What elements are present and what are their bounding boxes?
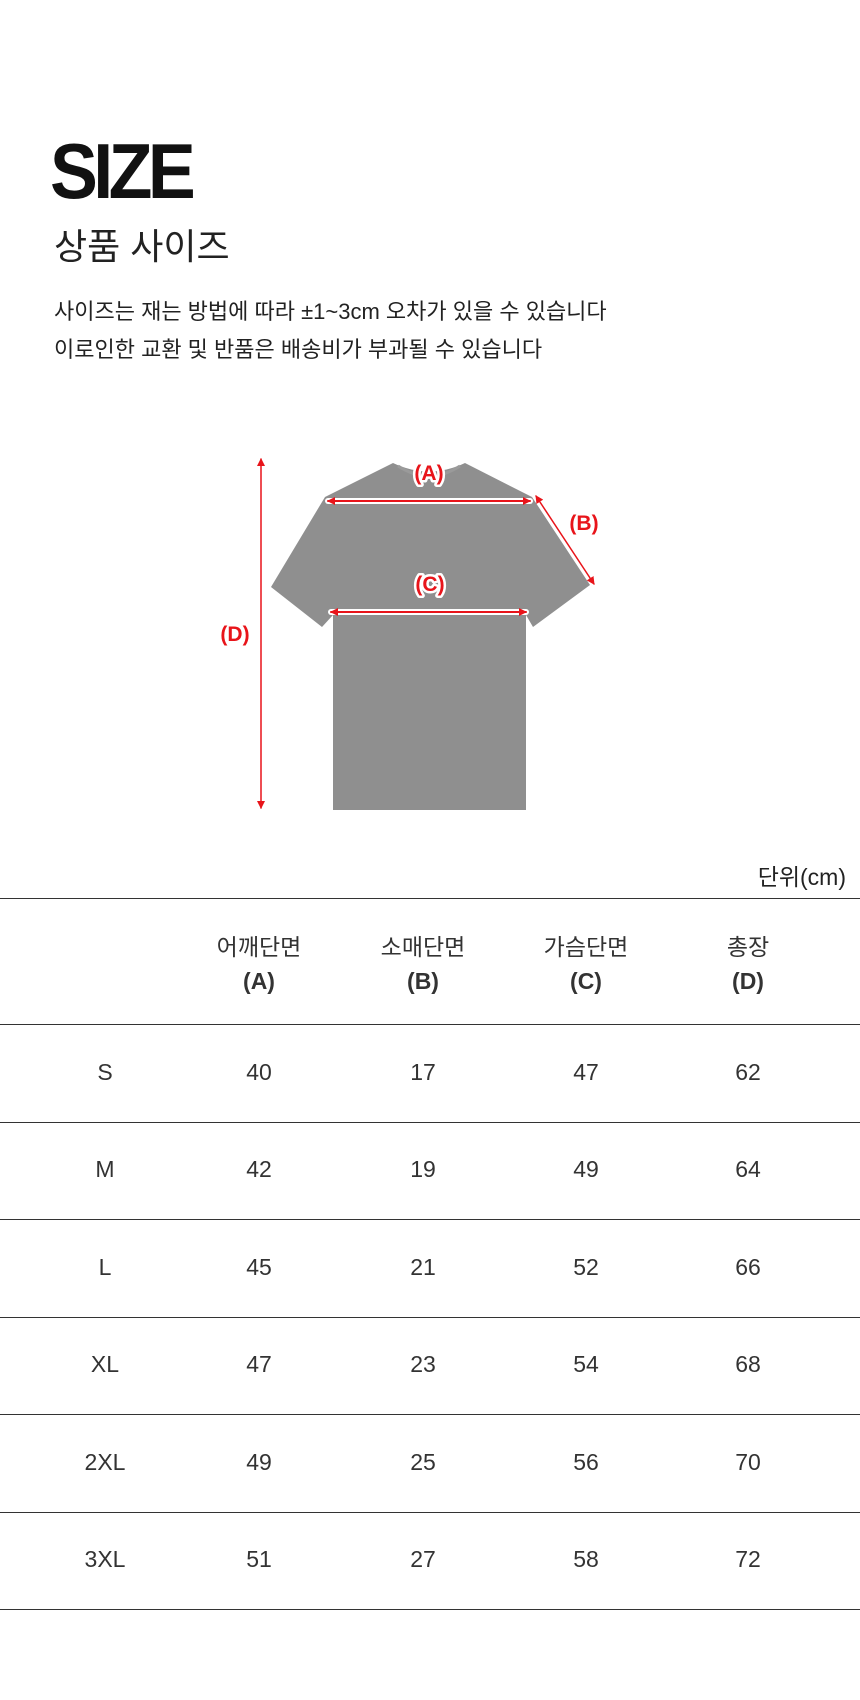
table-row: L 45 21 52 66 (0, 1219, 860, 1317)
col-header-length: 총장 (D) (668, 930, 828, 998)
measurement-cell: 72 (735, 1546, 761, 1573)
table-row: 2XL 49 25 56 70 (0, 1414, 860, 1512)
measurement-cell: 25 (410, 1448, 436, 1475)
unit-label: 단위(cm) (757, 864, 846, 890)
size-label: 2XL (84, 1448, 126, 1475)
row-divider (0, 1414, 860, 1415)
measurement-cell: 68 (735, 1351, 761, 1378)
size-label: M (95, 1156, 115, 1183)
measurement-cell: 47 (573, 1058, 599, 1085)
row-divider (0, 1219, 860, 1220)
measurement-cell: 58 (573, 1546, 599, 1573)
measurement-cell: 17 (410, 1058, 436, 1085)
measurement-cell: 64 (735, 1156, 761, 1183)
measurement-cell: 52 (573, 1253, 599, 1280)
note-line-2: 이로인한 교환 및 반품은 배송비가 부과될 수 있습니다 (54, 337, 543, 362)
measurement-cell: 19 (410, 1156, 436, 1183)
measurement-cell: 66 (735, 1253, 761, 1280)
measurement-cell: 51 (246, 1546, 272, 1573)
measurement-cell: 23 (410, 1351, 436, 1378)
table-row: M 42 19 49 64 (0, 1122, 860, 1220)
measurement-cell: 49 (246, 1448, 272, 1475)
row-divider (0, 1609, 860, 1610)
measurement-cell: 54 (573, 1351, 599, 1378)
measurement-cell: 56 (573, 1448, 599, 1475)
table-row: 3XL 51 27 58 72 (0, 1512, 860, 1610)
label-c: (C) (415, 573, 444, 596)
measurement-cell: 45 (246, 1253, 272, 1280)
label-d: (D) (220, 623, 249, 646)
table-header: 어깨단면 (A) 소매단면 (B) 가슴단면 (C) 총장 (D) (0, 930, 860, 1000)
note-line-1: 사이즈는 재는 방법에 따라 ±1~3cm 오차가 있을 수 있습니다 (54, 299, 607, 324)
tshirt-collar (397, 464, 461, 478)
measurement-cell: 62 (735, 1058, 761, 1085)
measurement-cell: 70 (735, 1448, 761, 1475)
measurement-cell: 47 (246, 1351, 272, 1378)
tshirt-measurement-diagram: (A) (C) (B) (D) (220, 458, 599, 810)
measurement-cell: 21 (410, 1253, 436, 1280)
row-divider (0, 1316, 860, 1318)
col-name: 소매단면 (380, 934, 466, 960)
measurement-cell: 49 (573, 1156, 599, 1183)
size-label: S (97, 1058, 113, 1085)
col-header-sleeve: 소매단면 (B) (343, 930, 503, 998)
col-code: (B) (407, 968, 439, 994)
col-code: (A) (243, 968, 275, 994)
row-divider (0, 1121, 860, 1123)
tshirt-shape (271, 463, 590, 810)
table-top-divider (0, 898, 860, 899)
page-title: SIZE (50, 127, 196, 215)
arrow-b (535, 495, 595, 585)
row-divider (0, 1511, 860, 1513)
measurement-cell: 42 (246, 1156, 272, 1183)
page-subtitle: 상품 사이즈 (54, 226, 230, 267)
col-code: (C) (570, 968, 602, 994)
measurement-cell: 27 (410, 1546, 436, 1573)
size-label: XL (90, 1351, 120, 1378)
label-b: (B) (569, 512, 598, 535)
label-a: (A) (414, 462, 443, 485)
col-name: 어깨단면 (216, 934, 302, 960)
col-header-chest: 가슴단면 (C) (506, 930, 666, 998)
table-row: XL 47 23 54 68 (0, 1317, 860, 1415)
measurement-cell: 40 (246, 1058, 272, 1085)
col-name: 총장 (726, 934, 770, 960)
header-divider (0, 1024, 860, 1025)
size-label: 3XL (84, 1546, 126, 1573)
col-header-shoulder: 어깨단면 (A) (179, 930, 339, 998)
size-label: L (98, 1253, 112, 1280)
col-name: 가슴단면 (543, 934, 629, 960)
col-code: (D) (732, 968, 764, 994)
table-row: S 40 17 47 62 (0, 1024, 860, 1122)
